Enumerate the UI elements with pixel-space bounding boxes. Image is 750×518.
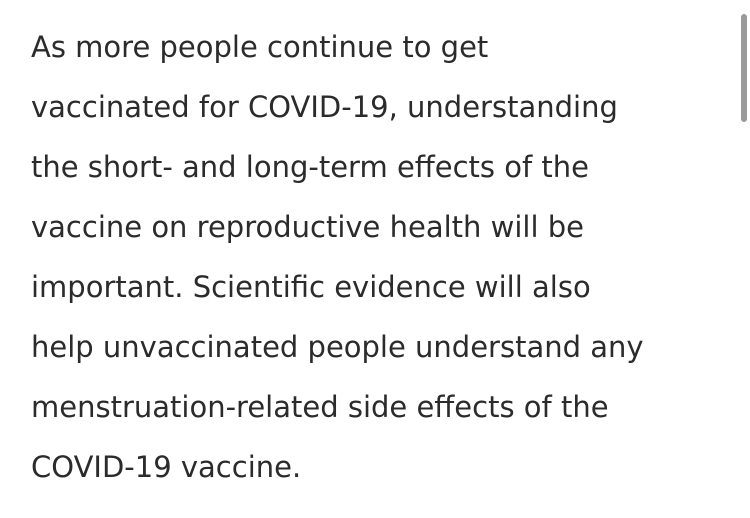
scrollbar-thumb[interactable] <box>741 14 747 122</box>
paragraph-line-3: the short- and long-term effects of the <box>31 150 590 184</box>
paragraph-line-7: menstruation-related side effects of the <box>31 390 609 424</box>
paragraph-line-5: important. Scientific evidence will also <box>31 270 591 304</box>
paragraph-line-4: vaccine on reproductive health will be <box>31 210 584 244</box>
article-paragraph: As more people continue to get vaccinate… <box>31 17 721 497</box>
paragraph-line-6: help unvaccinated people understand any <box>31 330 644 364</box>
vertical-scrollbar[interactable] <box>738 0 750 518</box>
paragraph-line-2: vaccinated for COVID-19, understanding <box>31 90 618 124</box>
paragraph-line-1: As more people continue to get <box>31 30 489 64</box>
paragraph-line-8: COVID-19 vaccine. <box>31 450 302 484</box>
